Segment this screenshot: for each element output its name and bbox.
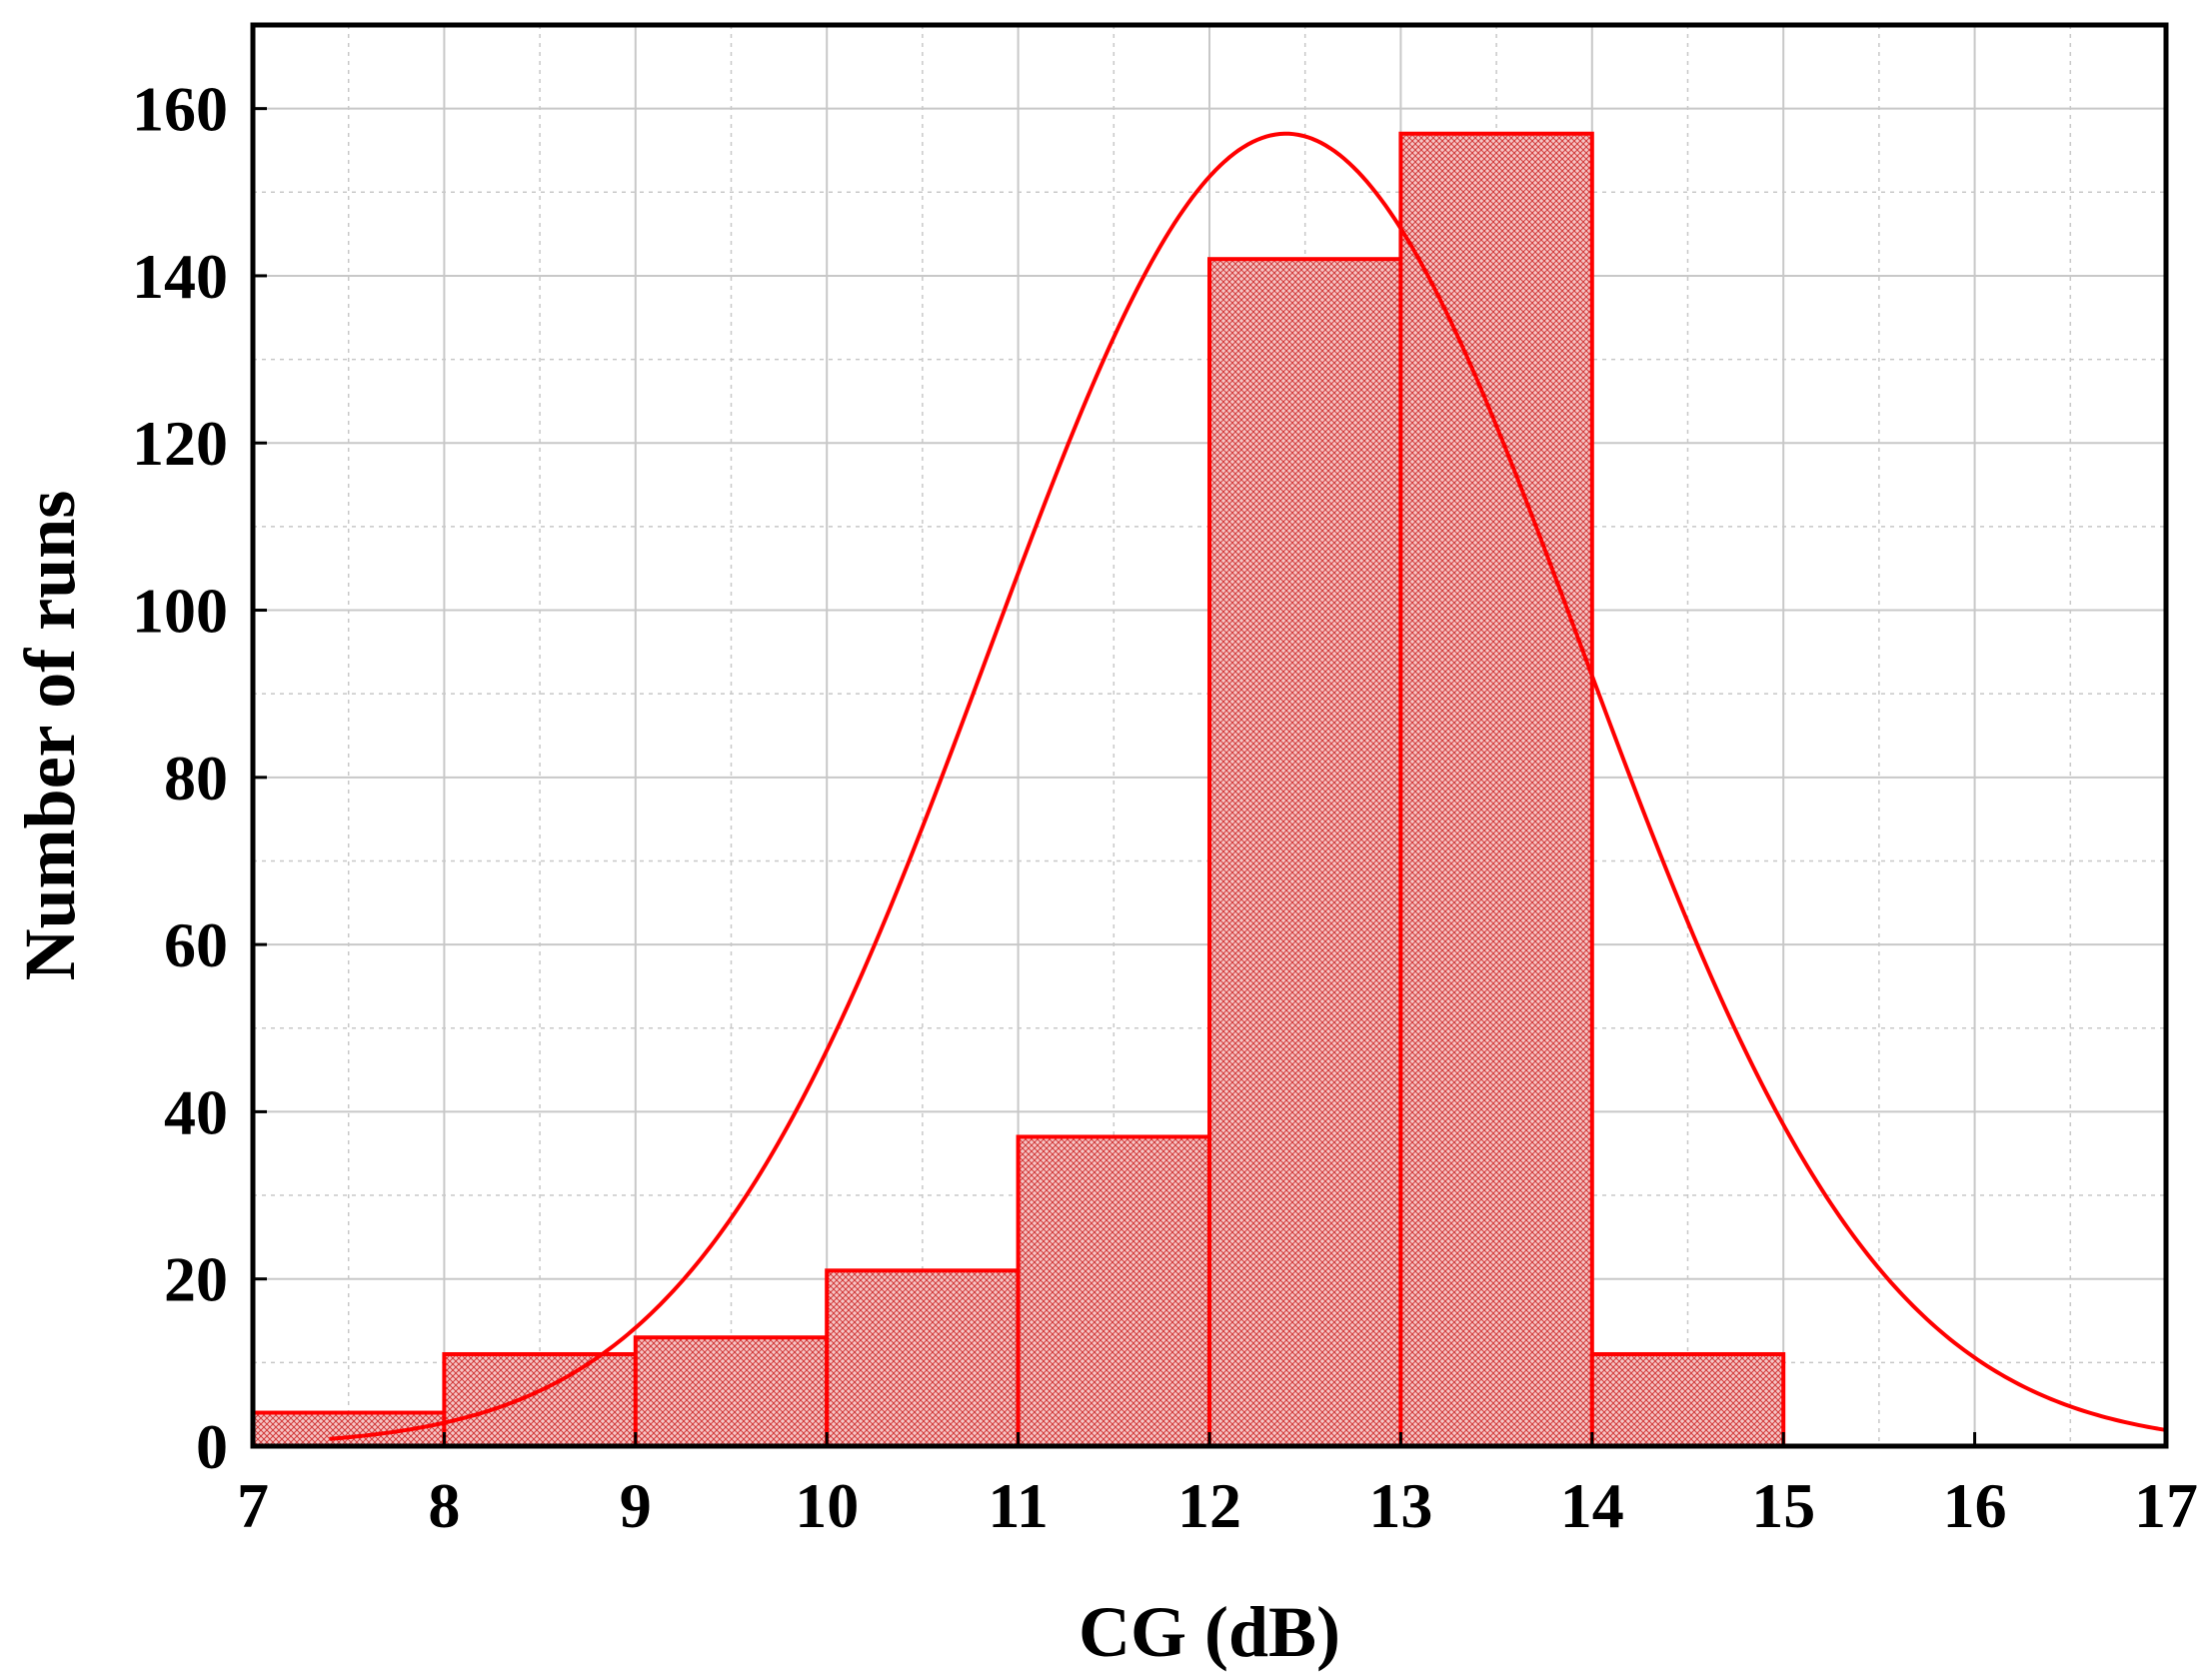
x-tick-label: 7 <box>237 1470 269 1541</box>
y-axis-ticks: 0 20 40 60 80 100 120 140 160 <box>132 74 267 1482</box>
y-tick-label: 160 <box>132 74 228 145</box>
histogram-bar-6 <box>1207 257 1403 1448</box>
y-tick-label: 100 <box>132 576 228 647</box>
x-tick-label: 17 <box>2134 1470 2198 1541</box>
histogram-bar-3 <box>633 1335 830 1448</box>
histogram-bar-5 <box>1016 1134 1211 1448</box>
histogram-bar-7 <box>1398 131 1594 1448</box>
histogram-bar-8 <box>1589 1351 1786 1449</box>
histogram-bars <box>251 131 1786 1449</box>
y-tick-label: 80 <box>164 743 228 814</box>
x-tick-label: 12 <box>1177 1470 1241 1541</box>
x-tick-label: 10 <box>795 1470 859 1541</box>
histogram-bar-2 <box>442 1351 638 1449</box>
x-axis-title: CG (dB) <box>1079 1592 1340 1672</box>
y-tick-label: 20 <box>164 1244 228 1315</box>
histogram-bar-4 <box>825 1268 1021 1449</box>
x-tick-label: 9 <box>620 1470 652 1541</box>
x-tick-label: 8 <box>428 1470 460 1541</box>
y-tick-label: 40 <box>164 1076 228 1147</box>
fit-curve-layer <box>329 131 2167 1441</box>
y-tick-label: 120 <box>132 408 228 479</box>
y-tick-label: 60 <box>164 909 228 980</box>
x-tick-label: 13 <box>1368 1470 1432 1541</box>
normal-fit-curve <box>329 131 2167 1441</box>
y-axis-title: Number of runs <box>10 491 90 981</box>
x-tick-label: 11 <box>988 1470 1048 1541</box>
x-tick-label: 15 <box>1751 1470 1815 1541</box>
y-tick-label: 0 <box>196 1411 228 1482</box>
x-axis-ticks: 7 8 9 10 11 12 13 14 15 16 17 <box>237 1432 2198 1541</box>
x-tick-label: 16 <box>1943 1470 2007 1541</box>
x-tick-label: 14 <box>1560 1470 1624 1541</box>
y-tick-label: 140 <box>132 241 228 312</box>
